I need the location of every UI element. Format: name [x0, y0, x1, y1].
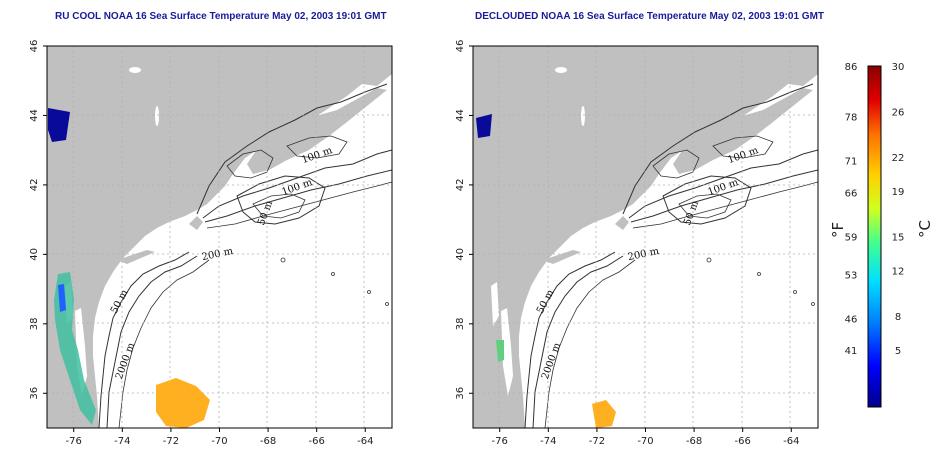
lon-tick-label: -68	[260, 436, 276, 447]
lat-tick-label: 44	[29, 109, 40, 122]
left-panel-title: RU COOL NOAA 16 Sea Surface Temperature …	[55, 11, 387, 22]
lat-tick-label: 38	[455, 317, 466, 330]
axis-ticks: -76 -74 -72 -70 -68 -66 -64 36 38 40 42 44 46 -76 -74 -…	[29, 40, 799, 447]
lon-tick-label: -76	[492, 436, 508, 447]
fahrenheit-tick-label: 78	[845, 113, 858, 124]
lat-tick-label: 40	[455, 248, 466, 261]
left-sst-patch-blue	[58, 284, 66, 312]
lat-tick-label: 36	[455, 387, 466, 400]
celsius-unit: °C	[916, 220, 934, 238]
right-sst-patch-coastal	[496, 340, 504, 362]
fahrenheit-tick-label: 53	[845, 270, 858, 281]
celsius-tick-label: 22	[892, 153, 905, 164]
lat-tick-label: 40	[29, 248, 40, 261]
lon-tick-label: -64	[783, 436, 799, 447]
fahrenheit-tick-label: 66	[845, 188, 858, 199]
lon-tick-label: -76	[66, 436, 82, 447]
celsius-tick-label: 30	[892, 62, 905, 73]
celsius-tick-label: 15	[892, 233, 905, 244]
celsius-tick-label: 8	[895, 312, 901, 323]
celsius-tick-label: 19	[892, 187, 905, 198]
fahrenheit-tick-label: 71	[845, 157, 858, 168]
fahrenheit-unit: °F	[829, 222, 847, 238]
fahrenheit-tick-label: 59	[845, 233, 858, 244]
lon-tick-label: -66	[735, 436, 751, 447]
lon-tick-label: -74	[114, 436, 130, 447]
fahrenheit-tick-label: 86	[845, 62, 858, 73]
lat-tick-label: 42	[455, 179, 466, 192]
celsius-tick-label: 12	[892, 267, 905, 278]
lat-tick-label: 46	[29, 40, 40, 53]
celsius-tick-label: 5	[895, 346, 901, 357]
colorbar: 86 78 71 66 59 53 46 41 30 26 22 19 15 12 8 5 °F °C	[829, 62, 934, 408]
fahrenheit-tick-label: 46	[845, 315, 858, 326]
lat-tick-label: 42	[29, 179, 40, 192]
left-sst-patch-south	[156, 378, 210, 428]
celsius-tick-label: 26	[892, 107, 905, 118]
lat-tick-label: 38	[29, 317, 40, 330]
colorbar-gradient	[867, 65, 882, 408]
lon-tick-label: -72	[163, 436, 179, 447]
lat-tick-label: 46	[455, 40, 466, 53]
right-panel-title: DECLOUDED NOAA 16 Sea Surface Temperatur…	[475, 11, 825, 22]
lon-tick-label: -64	[357, 436, 373, 447]
lat-tick-label: 36	[29, 387, 40, 400]
right-map	[472, 45, 819, 429]
lon-tick-label: -74	[540, 436, 556, 447]
left-map	[46, 45, 393, 429]
lat-tick-label: 44	[455, 109, 466, 122]
fahrenheit-tick-label: 41	[845, 346, 858, 357]
lon-tick-label: -72	[589, 436, 605, 447]
lon-tick-label: -70	[211, 436, 227, 447]
lon-tick-label: -70	[637, 436, 653, 447]
lon-tick-label: -66	[309, 436, 325, 447]
lon-tick-label: -68	[686, 436, 702, 447]
left-sst-patch-north	[48, 108, 70, 142]
right-sst-patch-south	[592, 400, 616, 428]
right-sst-patch-north	[476, 114, 492, 138]
